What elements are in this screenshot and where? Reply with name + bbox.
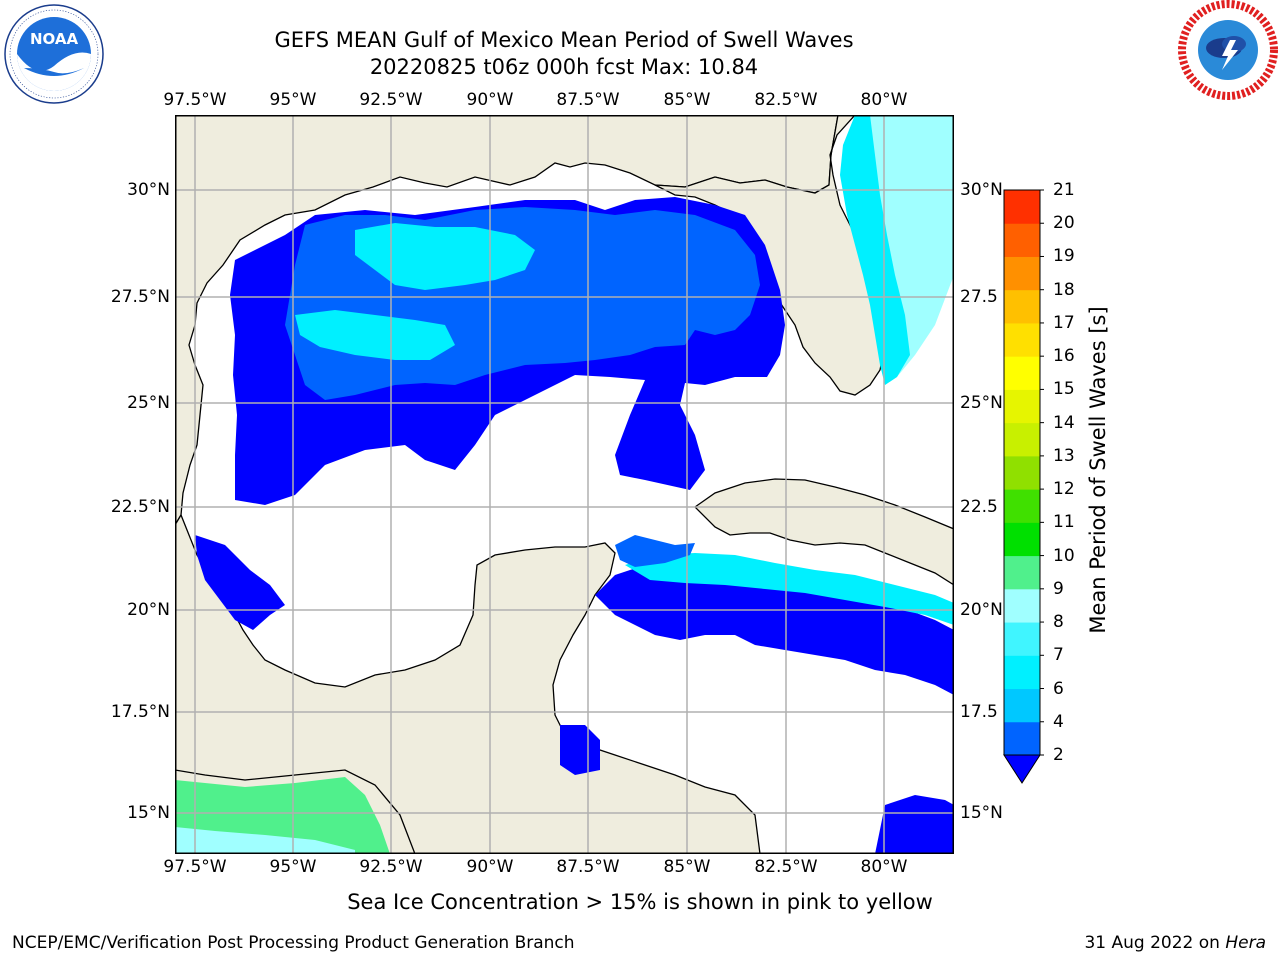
colorbar-bin [1004, 622, 1040, 656]
lon-label-top: 85°W [663, 90, 711, 110]
lat-label-left: 22.5°N [110, 497, 170, 517]
colorbar-bin [1004, 289, 1040, 324]
colorbar-tick-label: 12 [1053, 479, 1075, 500]
colorbar [1003, 189, 1044, 784]
chart-title: GEFS MEAN Gulf of Mexico Mean Period of … [274, 28, 854, 52]
nws-logo [1178, 0, 1278, 100]
footer-host: Hera [1225, 933, 1266, 953]
colorbar-tick-label: 14 [1053, 412, 1075, 433]
colorbar-tick-label: 21 [1053, 180, 1075, 200]
colorbar-bin [1004, 223, 1040, 257]
colorbar-bin [1004, 688, 1040, 723]
lat-label-right: 22.5 [960, 497, 998, 517]
colorbar-bin [1004, 389, 1040, 424]
lat-label-left: 27.5°N [110, 287, 170, 307]
lat-label-right: 25°N [960, 393, 1003, 413]
svg-text:NOAA: NOAA [30, 30, 79, 48]
lon-label-top: 92.5°W [359, 90, 423, 110]
colorbar-tick-label: 8 [1053, 612, 1064, 633]
colorbar-tick-label: 11 [1053, 512, 1075, 533]
colorbar-tick-label: 15 [1053, 379, 1075, 400]
chart-subtitle: 20220825 t06z 000h fcst Max: 10.84 [369, 55, 759, 79]
footer-date: 31 Aug 2022 on Hera [1084, 933, 1266, 953]
footer-date-text: 31 Aug 2022 on [1084, 933, 1220, 953]
swell-area-under-2s-honduras [560, 725, 600, 775]
colorbar-tick-label: 20 [1053, 213, 1075, 234]
colorbar-tick-label: 17 [1053, 312, 1075, 333]
lon-label-bottom: 80°W [860, 857, 908, 877]
colorbar-bin [1004, 555, 1040, 590]
colorbar-title: Mean Period of Swell Waves [s] [1086, 306, 1110, 634]
colorbar-bin [1004, 455, 1040, 490]
colorbar-tick-label: 18 [1053, 279, 1075, 300]
colorbar-bin [1004, 522, 1040, 557]
lon-label-bottom: 82.5°W [754, 857, 818, 877]
colorbar-bin [1004, 588, 1040, 623]
lon-label-top: 95°W [269, 90, 317, 110]
map-panel [175, 115, 954, 854]
colorbar-tick-label: 2 [1053, 745, 1064, 765]
colorbar-tick-label: 19 [1053, 246, 1075, 267]
colorbar-tick-label: 9 [1053, 578, 1064, 599]
colorbar-under-arrow [1003, 754, 1041, 784]
colorbar-bin [1004, 489, 1040, 523]
footer-credit: NCEP/EMC/Verification Post Processing Pr… [12, 933, 575, 953]
swell-area-4-6s-atlantic [840, 115, 910, 385]
colorbar-tick-label: 6 [1053, 678, 1064, 699]
lon-label-top: 87.5°W [556, 90, 620, 110]
colorbar-tick-label: 13 [1053, 445, 1075, 466]
colorbar-bin [1004, 655, 1040, 690]
graticule [175, 115, 954, 854]
colorbar-bin [1004, 721, 1040, 756]
swell-area-2-4s-yucatan [615, 535, 695, 567]
lat-label-left: 15°N [127, 803, 170, 823]
swell-field [175, 115, 954, 854]
lat-label-left: 25°N [127, 393, 170, 413]
lat-label-left: 20°N [127, 600, 170, 620]
land-mexico [175, 513, 761, 854]
colorbar-tick-label: 7 [1053, 645, 1064, 666]
colorbar-bin [1004, 256, 1040, 291]
colorbar-bin [1004, 356, 1040, 390]
lon-label-top: 90°W [466, 90, 514, 110]
lat-label-right: 30°N [960, 180, 1003, 200]
swell-area-under-2s-west [195, 535, 285, 630]
colorbar-bin [1004, 422, 1040, 457]
lon-label-top: 82.5°W [754, 90, 818, 110]
lat-label-right: 15°N [960, 803, 1003, 823]
lon-label-bottom: 95°W [269, 857, 317, 877]
sea-ice-note: Sea Ice Concentration > 15% is shown in … [347, 890, 933, 914]
lon-label-bottom: 92.5°W [359, 857, 423, 877]
lat-label-left: 30°N [127, 180, 170, 200]
swell-area-4-6s-south [625, 553, 954, 625]
swell-area-6-9s-pacific [175, 827, 355, 854]
colorbar-bin [1004, 322, 1040, 357]
land-cuba [693, 478, 954, 586]
swell-area-under-2s-caribbean [875, 795, 954, 854]
lat-label-right: 17.5 [960, 702, 998, 722]
lon-label-bottom: 87.5°W [556, 857, 620, 877]
lat-label-right: 20°N [960, 600, 1003, 620]
lat-label-right: 27.5 [960, 287, 998, 307]
swell-area-4-6s-east [295, 310, 455, 360]
colorbar-outline [1003, 189, 1041, 756]
lon-label-bottom: 90°W [466, 857, 514, 877]
colorbar-tick-label: 16 [1053, 346, 1075, 367]
lon-label-bottom: 85°W [663, 857, 711, 877]
map-frame [175, 115, 954, 854]
lon-label-bottom: 97.5°W [163, 857, 227, 877]
noaa-logo: NOAA [4, 4, 104, 104]
lat-label-left: 17.5°N [110, 702, 170, 722]
lon-label-top: 80°W [860, 90, 908, 110]
colorbar-bin [1004, 190, 1040, 224]
colorbar-tick-label: 4 [1053, 711, 1064, 732]
swell-area-under-2s-south [595, 560, 954, 695]
lon-label-top: 97.5°W [163, 90, 227, 110]
colorbar-tick-label: 10 [1053, 545, 1075, 566]
